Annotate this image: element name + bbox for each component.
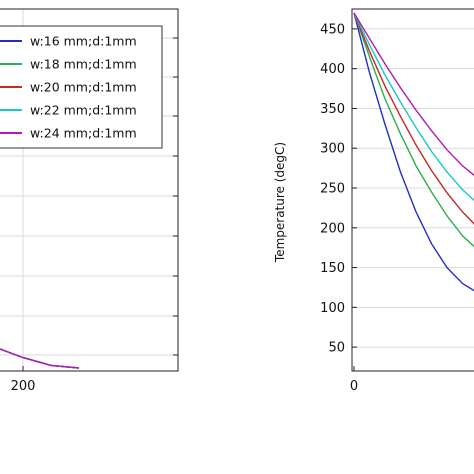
x-tick-label: 200	[11, 379, 36, 394]
y-tick-label: 350	[320, 102, 345, 117]
right-plot-frame	[351, 8, 474, 372]
legend-label: w:20 mm;d:1mm	[30, 80, 137, 95]
y-tick-label: 450	[320, 22, 345, 37]
series-line-2	[353, 12, 474, 248]
series-line-5	[0, 348, 80, 369]
x-tick-label: 0	[350, 379, 358, 394]
legend-label: w:16 mm;d:1mm	[30, 34, 137, 49]
series-line-5	[353, 12, 474, 177]
y-tick-label: 50	[328, 341, 345, 356]
y-tick-label: 200	[320, 221, 345, 236]
y-tick-label: 150	[320, 261, 345, 276]
series-line-4	[0, 348, 80, 369]
series-line-2	[0, 348, 80, 369]
left-chart: 200 w:16 mm;d:1mm w:18 mm;d:1mm w:20 mm;d:…	[0, 8, 179, 394]
series-line-3	[0, 348, 80, 369]
y-tick-label: 100	[320, 301, 345, 316]
left-plot-frame	[0, 8, 179, 372]
right-chart: 50 100 150 200 250 300 350 400 450 0 Temperature…	[273, 8, 474, 394]
y-tick-label: 400	[320, 62, 345, 77]
legend-label: w:24 mm;d:1mm	[30, 126, 137, 141]
legend-box	[0, 25, 163, 149]
legend-label: w:22 mm;d:1mm	[30, 103, 137, 118]
series-line-4	[353, 12, 474, 202]
series-line-3	[353, 12, 474, 225]
y-tick-label: 300	[320, 142, 345, 157]
y-tick-label: 250	[320, 182, 345, 197]
series-line-1	[0, 348, 80, 369]
legend: w:16 mm;d:1mm w:18 mm;d:1mm w:20 mm;d:1mm w…	[0, 25, 163, 149]
legend-label: w:18 mm;d:1mm	[30, 57, 137, 72]
series-line-1	[353, 12, 474, 292]
y-axis-label: Temperature (degC)	[273, 142, 287, 263]
